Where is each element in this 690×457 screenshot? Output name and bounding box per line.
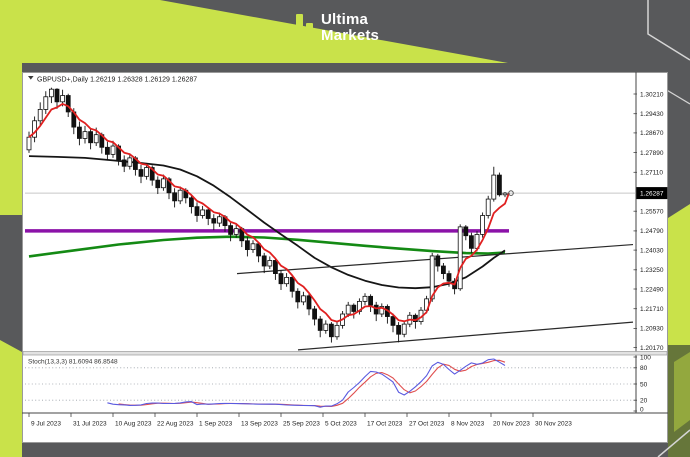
brand-line1: Ultima <box>321 11 369 28</box>
olive-shape-inner <box>674 352 690 432</box>
lime-shape-right <box>668 204 690 345</box>
chart-card <box>22 72 668 443</box>
brand-logo-icon <box>306 23 313 48</box>
brand-line2: Markets <box>321 27 380 44</box>
brand-logo-icon <box>296 14 303 39</box>
brand-header: Ultima Markets <box>0 0 690 72</box>
hexagon-outline-icon <box>647 0 690 61</box>
hexagon-outline-icon <box>657 429 690 457</box>
lime-shape-bottomleft <box>0 340 22 457</box>
brand-name: Ultima Markets <box>321 12 379 44</box>
lime-shape-topleft <box>0 0 508 215</box>
